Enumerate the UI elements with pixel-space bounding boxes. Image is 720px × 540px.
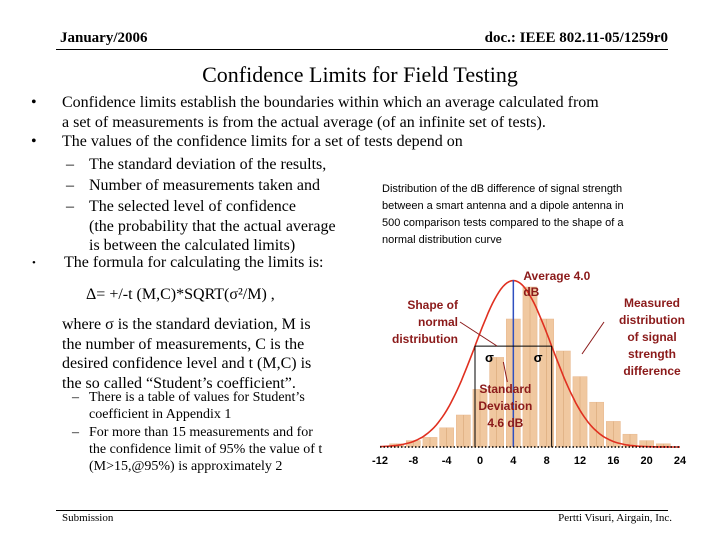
x-tick-label: 12 xyxy=(574,455,586,467)
note-text: For more than 15 measurements and for th… xyxy=(89,424,379,475)
std-deviation-label: Standard xyxy=(479,382,531,396)
explanation-line: the number of measurements, C is the xyxy=(62,335,305,353)
sub-bullet-line: The selected level of confidence xyxy=(89,198,296,215)
sub-bullet-text: The standard deviation of the results, xyxy=(89,156,327,173)
bullet-line: a set of measurements is from the actual… xyxy=(62,113,546,131)
distribution-chart: -12 -8 -4 0 4 8 12 16 20 24 Shape of normal distrib… xyxy=(372,269,687,467)
sigma-left-label: σ xyxy=(485,350,494,365)
bullet-text: Confidence limits establish the boundari… xyxy=(62,93,702,132)
bullet-line: Confidence limits establish the boundari… xyxy=(62,94,599,111)
x-tick-label: -4 xyxy=(442,455,453,467)
sub-bullet-line: (the probability that the actual average xyxy=(89,217,336,235)
bullet-marker: • xyxy=(31,94,37,111)
slide-title: Confidence Limits for Field Testing xyxy=(202,62,518,87)
sigma-box xyxy=(474,345,553,447)
sub-bullet-text: The selected level of confidence (the pr… xyxy=(89,197,336,256)
caption-line: normal distribution curve xyxy=(382,234,502,246)
note-line: There is a table of values for Student’s xyxy=(89,390,305,405)
measured-distribution-label: of signal xyxy=(627,330,676,344)
std-deviation-label: Deviation xyxy=(478,399,532,413)
note-line: coefficient in Appendix 1 xyxy=(89,407,232,422)
chart-caption: Distribution of the dB difference of sig… xyxy=(382,181,624,249)
note-line: the confidence limit of 95% the value of… xyxy=(89,442,323,457)
sub-bullet-marker: – xyxy=(66,156,74,173)
normal-pointer xyxy=(459,321,498,347)
normal-curve-label: normal xyxy=(418,315,458,329)
chart-annotations: Shape of normal distribution Average 4.0 dB M… xyxy=(392,269,685,430)
x-tick-label: 0 xyxy=(477,455,483,467)
footer-author: Pertti Visuri, Airgain, Inc. xyxy=(558,512,672,524)
x-tick-label: 4 xyxy=(510,455,517,467)
normal-curve-label: distribution xyxy=(392,332,458,346)
measured-distribution-label: strength xyxy=(628,347,676,361)
bullet-marker: • xyxy=(31,133,37,150)
note-line: For more than 15 measurements and for xyxy=(89,425,313,440)
explanation-line: where σ is the standard deviation, M is xyxy=(62,316,311,333)
measured-distribution-label: Measured xyxy=(624,296,680,310)
average-label: dB xyxy=(523,285,539,299)
caption-line: Distribution of the dB difference of sig… xyxy=(382,183,623,195)
footer-rule xyxy=(56,510,668,511)
formula-explanation: where σ is the standard deviation, M is … xyxy=(62,315,362,393)
caption-line: 500 comparison tests compared to the sha… xyxy=(382,217,624,229)
explanation-line: the so called “Student’s coefficient”. xyxy=(62,374,296,392)
x-tick-label: 24 xyxy=(674,455,687,467)
header-date: January/2006 xyxy=(60,30,148,46)
normal-curve-label: Shape of xyxy=(407,298,459,312)
footer-submission: Submission xyxy=(62,512,114,524)
explanation-line: desired confidence level and t (M,C) is xyxy=(62,355,312,372)
std-deviation-label: 4.6 dB xyxy=(487,416,523,430)
sub-bullet-line: is between the calculated limits) xyxy=(89,237,296,254)
header-doc-id: doc.: IEEE 802.11-05/1259r0 xyxy=(484,30,668,46)
average-label: Average 4.0 xyxy=(523,269,590,283)
bullet-text: The formula for calculating the limits i… xyxy=(64,254,324,271)
x-tick-label: -8 xyxy=(408,455,418,467)
measured-distribution-label: distribution xyxy=(619,313,685,327)
x-axis-tick-labels: -12 -8 -4 0 4 8 12 16 20 24 xyxy=(372,455,687,467)
normal-distribution-curve xyxy=(379,279,680,448)
sub-bullet-marker: – xyxy=(66,198,74,215)
formula: Δ= +/-t (M,C)*SQRT(σ²/M) , xyxy=(86,286,275,303)
note-line: (M>15,@95%) is approximately 2 xyxy=(89,459,283,474)
x-tick-label: 16 xyxy=(607,455,619,467)
histogram-bars xyxy=(389,286,671,448)
bullet-marker: • xyxy=(32,257,36,269)
sub-bullet-text: Number of measurements taken and xyxy=(89,177,321,194)
sub-bullet-marker: – xyxy=(66,177,74,194)
x-tick-label: -12 xyxy=(372,455,388,467)
note-marker: – xyxy=(72,425,79,440)
x-tick-label: 8 xyxy=(544,455,550,467)
note-text: There is a table of values for Student’s… xyxy=(89,389,369,423)
x-tick-label: 20 xyxy=(641,455,653,467)
measured-distribution-label: difference xyxy=(623,364,681,378)
note-marker: – xyxy=(72,390,79,405)
bullet-text: The values of the confidence limits for … xyxy=(62,133,463,150)
header-rule xyxy=(56,49,668,50)
caption-line: between a smart antenna and a dipole ant… xyxy=(382,200,624,212)
stddev-pointer xyxy=(502,361,508,383)
sigma-right-label: σ xyxy=(534,350,543,365)
measured-pointer xyxy=(581,321,605,355)
